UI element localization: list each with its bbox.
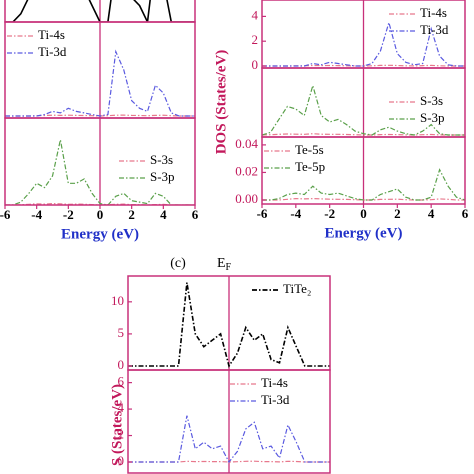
legend-label: Te-5p <box>295 159 325 174</box>
legend-label: S-3p <box>150 169 175 184</box>
fermi-annotation: EF <box>217 256 232 273</box>
fermi-main: E <box>217 256 226 271</box>
panel <box>5 0 195 22</box>
dos-line <box>5 49 195 117</box>
dos-line <box>128 282 330 368</box>
x-tick-label: -2 <box>324 206 335 221</box>
dos-line <box>262 20 465 67</box>
legend-label: Ti-4s <box>420 5 447 20</box>
legend-label: S-3p <box>420 110 445 125</box>
legend-label: Ti-3d <box>420 22 449 37</box>
legend-label: Ti-4s <box>38 27 65 42</box>
x-axis-label: Energy (eV) <box>61 226 139 242</box>
panel <box>262 137 465 204</box>
legend-label: TiTe₂ <box>283 281 311 296</box>
legend-label: Te-5s <box>295 142 324 157</box>
dos-line <box>128 415 330 464</box>
x-tick-label: 0 <box>97 207 104 222</box>
dos-line <box>5 139 195 205</box>
x-tick-label: -6 <box>257 206 268 221</box>
x-tick-label: 4 <box>160 207 167 222</box>
panel <box>5 22 195 118</box>
x-axis-label: Energy (eV) <box>325 225 403 241</box>
panel <box>262 68 465 137</box>
y-axis-label: DOS (States/eV) <box>213 50 229 155</box>
dos-line <box>262 133 465 136</box>
x-tick-label: 6 <box>192 207 199 222</box>
legend-label: Ti-4s <box>261 375 288 390</box>
panel <box>262 0 465 68</box>
fermi-sub: F <box>226 262 232 273</box>
x-tick-label: 2 <box>128 207 135 222</box>
y-axis-label: S (States/eV) <box>109 384 125 466</box>
y-tick-label: 5 <box>118 325 125 340</box>
y-tick-label: 0.04 <box>235 136 258 151</box>
y-tick-label: 6 <box>118 374 125 389</box>
legend-label: S-3s <box>420 93 443 108</box>
legend-label: Ti-3d <box>38 44 67 59</box>
y-tick-label: 0 <box>252 57 259 72</box>
panel <box>128 370 330 473</box>
x-tick-label: -6 <box>0 207 11 222</box>
legend-label: S-3s <box>150 152 173 167</box>
x-tick-label: 6 <box>462 206 469 221</box>
x-tick-label: 0 <box>360 206 367 221</box>
y-tick-label: 0 <box>118 453 125 468</box>
panel-label: (c) <box>170 256 186 271</box>
y-tick-label: 2 <box>118 427 125 442</box>
dos-line <box>262 168 465 201</box>
x-tick-label: -4 <box>290 206 301 221</box>
x-tick-label: 2 <box>394 206 401 221</box>
y-tick-label: 4 <box>252 7 259 22</box>
panel-frame <box>127 369 331 474</box>
dos-line <box>262 83 465 136</box>
y-tick-label: 2 <box>252 32 259 47</box>
y-tick-label: 10 <box>111 293 124 308</box>
x-tick-label: -2 <box>63 207 74 222</box>
legend-label: Ti-3d <box>261 392 290 407</box>
panel <box>128 276 330 370</box>
y-tick-label: 0 <box>118 357 125 372</box>
y-tick-label: 0.02 <box>235 163 258 178</box>
y-tick-label: 4 <box>118 400 125 415</box>
y-tick-label: 0.00 <box>235 191 258 206</box>
x-tick-label: 4 <box>428 206 435 221</box>
x-tick-label: -4 <box>31 207 42 222</box>
